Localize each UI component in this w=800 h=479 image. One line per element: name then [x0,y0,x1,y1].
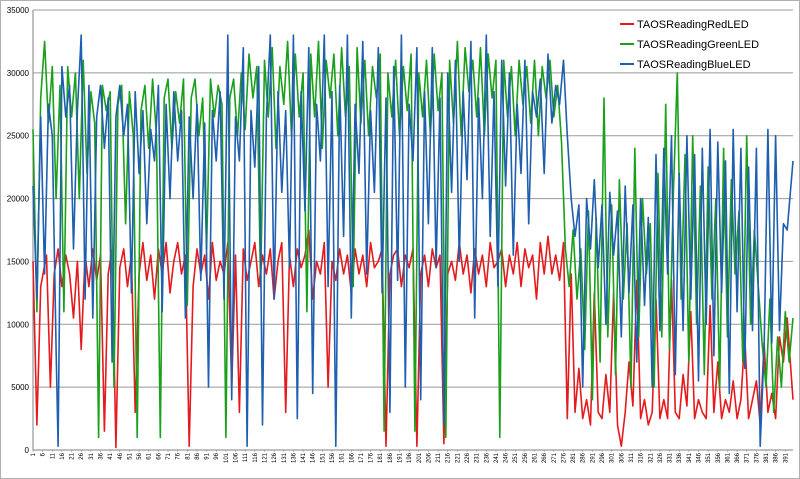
y-tick-label: 25000 [7,132,30,141]
x-tick-label: 241 [494,452,500,463]
x-tick-label: 356 [716,452,722,463]
x-tick-label: 131 [282,452,288,463]
x-tick-label: 231 [475,452,481,463]
y-tick-label: 35000 [7,6,30,15]
x-tick-label: 271 [552,452,558,463]
x-tick-label: 311 [629,452,635,462]
x-tick-label: 11 [50,452,56,459]
x-tick-label: 391 [783,452,789,463]
x-tick-label: 321 [648,452,654,463]
x-tick-label: 251 [513,452,519,463]
x-tick-label: 146 [311,452,317,463]
x-tick-label: 151 [320,452,326,463]
x-tick-label: 36 [99,452,105,459]
x-tick-label: 226 [465,452,471,463]
x-tick-label: 186 [388,452,394,463]
series-line-2 [32,34,794,448]
x-tick-label: 31 [89,452,95,459]
x-tick-label: 351 [706,452,712,463]
x-tick-label: 301 [610,452,616,463]
x-tick-label: 266 [542,452,548,463]
x-tick-label: 91 [205,452,211,459]
legend-label-2: TAOSReadingBlueLED [637,59,751,71]
x-tick-label: 61 [147,452,153,459]
x-tick-label: 86 [195,452,201,459]
x-tick-label: 121 [262,452,268,463]
y-axis-ticks: 0 5000 10000 15000 20000 25000 30000 35000 [7,6,30,455]
x-tick-label: 96 [214,452,220,459]
x-tick-label: 166 [349,452,355,463]
x-tick-label: 181 [378,452,384,463]
x-tick-label: 156 [330,452,336,463]
x-tick-label: 386 [774,452,780,463]
x-tick-label: 206 [426,452,432,463]
y-tick-label: 30000 [7,69,30,78]
x-tick-label: 336 [677,452,683,463]
x-tick-label: 56 [137,452,143,459]
x-tick-label: 41 [108,452,114,459]
x-tick-label: 66 [156,452,162,459]
x-tick-label: 101 [224,452,230,463]
x-tick-label: 26 [79,452,85,459]
y-tick-label: 10000 [7,320,30,329]
y-tick-label: 5000 [11,383,29,392]
x-tick-label: 236 [484,452,490,463]
x-tick-label: 291 [590,452,596,463]
x-tick-label: 246 [504,452,510,463]
x-tick-label: 71 [166,452,172,459]
y-tick-label: 0 [25,446,30,455]
x-tick-label: 171 [359,452,365,463]
x-tick-label: 376 [754,452,760,463]
axes [32,10,793,451]
x-axis-ticks: 1 6 11 16 21 26 31 36 41 46 51 56 61 66 71 76 81 86 91 96 10… [31,450,789,463]
x-tick-label: 136 [291,452,297,463]
x-tick-label: 341 [687,452,693,463]
y-tick-label: 15000 [7,257,30,266]
series-lines [32,34,794,449]
x-tick-label: 286 [581,452,587,463]
x-tick-label: 296 [600,452,606,463]
x-tick-label: 111 [243,452,249,462]
x-tick-label: 16 [60,452,66,459]
legend-label-1: TAOSReadingGreenLED [637,39,759,51]
x-tick-label: 201 [417,452,423,463]
x-tick-label: 21 [70,452,76,459]
x-tick-label: 276 [561,452,567,463]
x-tick-label: 116 [253,452,259,462]
x-tick-label: 346 [696,452,702,463]
x-tick-label: 261 [533,452,539,463]
x-tick-label: 331 [668,452,674,463]
x-tick-label: 51 [127,452,133,459]
x-tick-label: 191 [397,452,403,463]
x-tick-label: 256 [523,452,529,463]
x-tick-label: 176 [369,452,375,463]
series-line-1 [32,40,794,439]
y-tick-label: 20000 [7,195,30,204]
x-tick-label: 381 [764,452,770,463]
x-tick-label: 371 [745,452,751,463]
x-tick-label: 161 [340,452,346,463]
x-tick-label: 316 [639,452,645,463]
x-tick-label: 126 [272,452,278,463]
x-tick-label: 81 [185,452,191,459]
x-tick-label: 211 [436,452,442,462]
legend-label-0: TAOSReadingRedLED [637,19,749,31]
x-tick-label: 76 [176,452,182,459]
x-tick-label: 326 [658,452,664,463]
legend: TAOSReadingRedLED TAOSReadingGreenLED TAOS… [620,19,759,71]
x-tick-label: 366 [735,452,741,463]
x-tick-label: 361 [725,452,731,463]
x-tick-label: 1 [31,452,37,456]
x-tick-label: 281 [571,452,577,463]
x-tick-label: 106 [234,452,240,463]
x-tick-label: 221 [455,452,461,463]
x-tick-label: 141 [301,452,307,463]
x-tick-label: 6 [41,452,47,456]
x-tick-label: 216 [446,452,452,463]
x-tick-label: 306 [619,452,625,463]
x-tick-label: 46 [118,452,124,459]
x-tick-label: 196 [407,452,413,463]
